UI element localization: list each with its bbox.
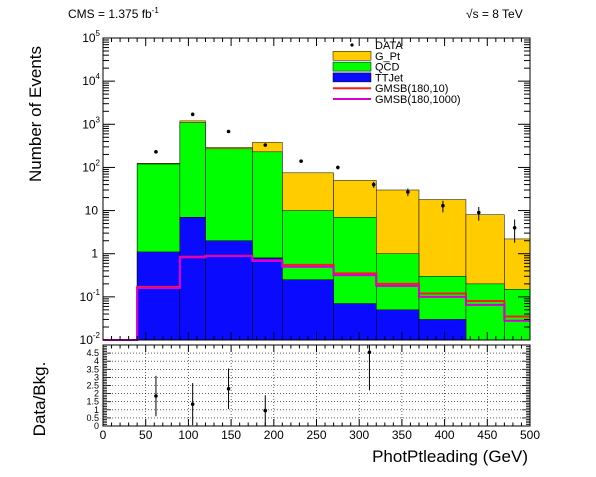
ratio-ytick-label-5: 2.5 [86, 381, 99, 391]
bottom-ylabel: Data/Bkg. [30, 362, 49, 437]
top-ytick-label-2: 1 [91, 247, 98, 261]
bar-qcd-9 [465, 283, 505, 341]
legend-label-gmsb-180-10-: GMSB(180,10) [375, 83, 448, 95]
top-ytick-label-1: 10-1 [80, 288, 101, 304]
ratio-xtick-label-2: 100 [178, 428, 198, 442]
top-ytick-label-0: 10-2 [80, 331, 101, 347]
ratio-xtick-label-0: 0 [100, 428, 107, 442]
ratio-point-0 [154, 394, 158, 398]
ratio-xtick-label-7: 350 [392, 428, 412, 442]
ratio-ytick-label-1: 0.5 [86, 413, 99, 423]
data-point-2 [226, 129, 231, 134]
top-ytick-label-4: 102 [82, 158, 100, 174]
legend-label-gmsb-180-1000-: GMSB(180,1000) [375, 94, 461, 106]
ratio-point-1 [190, 402, 195, 406]
ratio-point-2 [226, 386, 231, 391]
top-ytick-label-6: 104 [82, 72, 100, 88]
bar-ttjet-7 [376, 309, 420, 341]
data-point-5 [336, 165, 340, 170]
bar-ttjet-4 [252, 257, 283, 341]
ratio-ytick-label-2: 1 [94, 405, 99, 415]
top-plot: 10-2 10-1 1 10 102 103 104 105 [80, 29, 531, 347]
ratio-xtick-label-6: 300 [349, 428, 369, 442]
ratio-xtick-label-10: 500 [520, 428, 540, 442]
bottom-xlabel: PhotPtleading (GeV) [372, 447, 528, 466]
ratio-ytick-label-7: 3.5 [86, 364, 99, 374]
bar-ttjet-5 [282, 279, 334, 341]
overlay-line-gmsb-180-1000- [103, 255, 530, 341]
top-ytick-label-7: 105 [82, 29, 100, 45]
legend: DATAG_PtQCDTTJetGMSB(180,10)GMSB(180,100… [332, 40, 461, 106]
ratio-point-4 [367, 350, 372, 355]
ratio-ytick-label-8: 4 [94, 356, 99, 366]
bar-ttjet-8 [418, 319, 467, 341]
legend-swatch-data [350, 43, 354, 47]
ratio-xtick-label-5: 250 [306, 428, 326, 442]
top-ytick-label-3: 10 [85, 204, 99, 218]
ratio-ytick-label-0: 0 [94, 421, 99, 431]
lumi-exponent: -1 [152, 6, 160, 15]
legend-label-qcd: QCD [375, 62, 400, 74]
ratio-point-3 [263, 408, 268, 413]
ratio-xtick-label-4: 200 [264, 428, 284, 442]
data-point-3 [263, 143, 268, 147]
ratio-ytick-label-3: 1.5 [86, 397, 99, 407]
data-point-1 [190, 112, 195, 117]
data-point-6 [371, 182, 376, 187]
legend-swatch-ttjet [332, 72, 372, 83]
legend-swatch-g-pt [332, 51, 372, 61]
ratio-xtick-label-8: 400 [435, 428, 455, 442]
data-point-10 [512, 225, 517, 230]
bar-ttjet-6 [333, 303, 377, 341]
data-point-4 [299, 159, 303, 163]
legend-label-ttjet: TTJet [375, 72, 403, 84]
data-point-9 [476, 210, 481, 215]
data-point-7 [406, 190, 410, 194]
top-ytick-label-5: 103 [82, 115, 100, 131]
ratio-plot: 0 50 100 150 200 250 300 350 400 450 500 00.511.522… [86, 344, 540, 442]
ratio-ytick-label-6: 3 [94, 372, 99, 382]
legend-swatch-qcd [332, 61, 372, 72]
ratio-ytick-label-4: 2 [94, 389, 99, 399]
energy-label: √s = 8 TeV [466, 7, 523, 21]
data-point-8 [441, 203, 445, 208]
top-ylabel: Number of Events [26, 46, 45, 182]
ratio-ytick-label-9: 4.5 [86, 348, 99, 358]
legend-label-g-pt: G_Pt [375, 51, 400, 63]
ratio-xtick-label-3: 150 [221, 428, 241, 442]
bar-ttjet-2 [179, 217, 206, 341]
ratio-xtick-label-9: 450 [477, 428, 497, 442]
bar-ttjet-1 [136, 251, 181, 341]
data-point-0 [154, 150, 158, 154]
ratio-xtick-label-1: 50 [139, 428, 153, 442]
lumi-label: CMS = 1.375 fb-1 [68, 6, 159, 21]
legend-label-data: DATA [375, 40, 403, 52]
bar-ttjet-3 [205, 240, 253, 341]
